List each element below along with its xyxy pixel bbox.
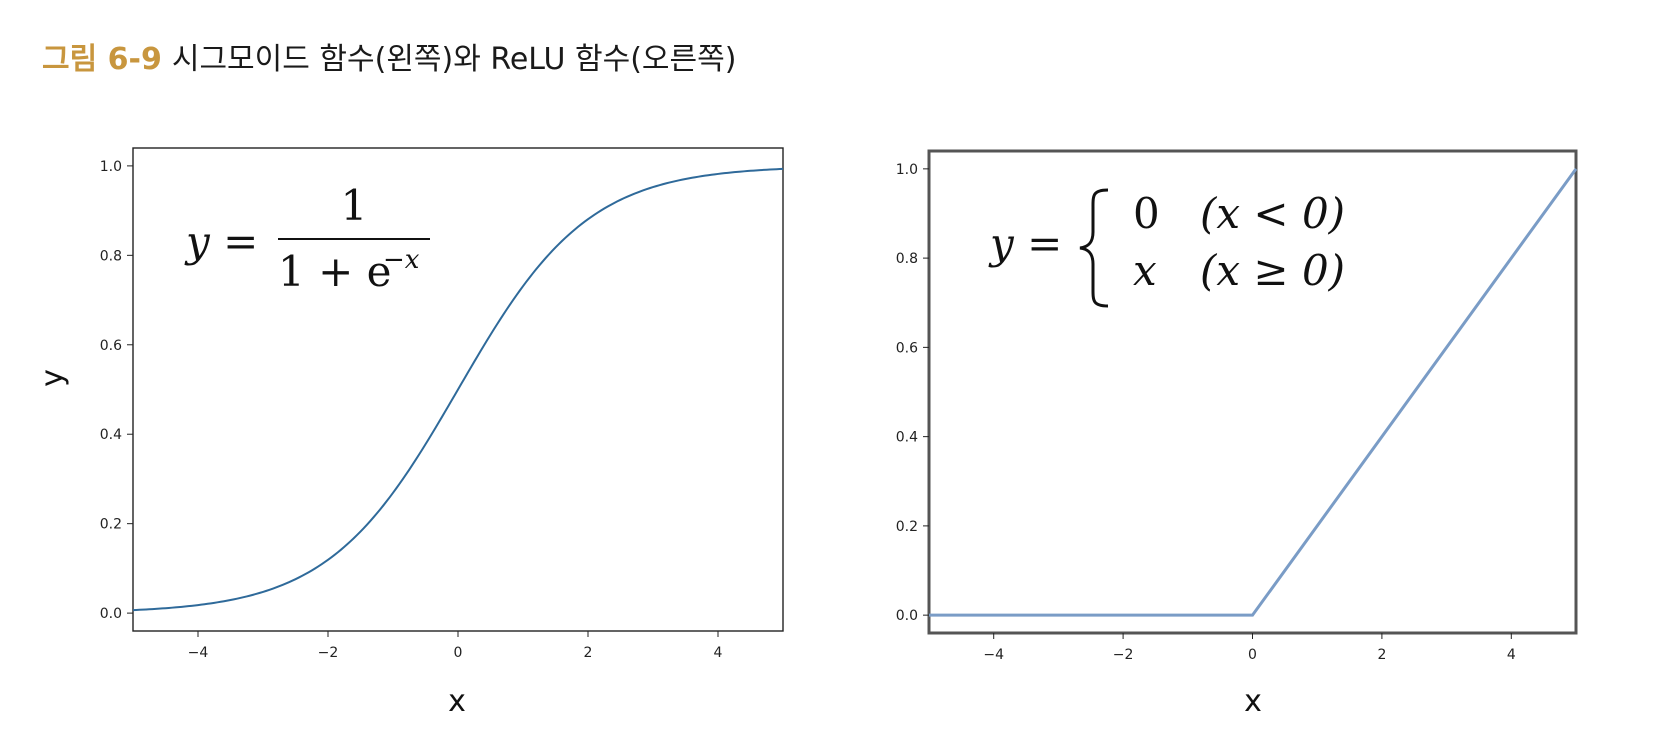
sigmoid-x-tick-label: −4 — [188, 645, 209, 661]
sigmoid-formula-denominator: 1 + e — [278, 247, 391, 296]
relu-y-tick-label: 0.8 — [896, 251, 918, 267]
sigmoid-chart: −4 −2 0 2 4 0.0 0.2 0.4 0.6 0.8 1.0 x y y = 1 1 +… — [35, 147, 784, 719]
sigmoid-y-tick-label: 0.8 — [100, 248, 122, 264]
sigmoid-y-axis-label: y — [35, 369, 70, 387]
relu-formula: y = 0 (x < 0) x (x ≥ 0) — [988, 188, 1345, 308]
sigmoid-x-tick-label: 2 — [584, 645, 593, 661]
relu-x-tick-label: 4 — [1507, 647, 1516, 663]
sigmoid-x-tick-label: −2 — [318, 645, 339, 661]
relu-formula-lhs: y = — [988, 219, 1062, 268]
figure-caption: 그림 6-9 시그모이드 함수(왼쪽)와 ReLU 함수(오른쪽) — [42, 34, 736, 78]
relu-y-tick-label: 1.0 — [896, 162, 918, 178]
relu-y-tick-label: 0.6 — [896, 340, 918, 356]
relu-case1-condition: (x < 0) — [1200, 189, 1345, 238]
sigmoid-y-tick-label: 0.4 — [100, 427, 122, 443]
relu-x-ticks: −4 −2 0 2 4 — [983, 633, 1516, 663]
relu-x-tick-label: 2 — [1377, 647, 1386, 663]
sigmoid-formula-exponent: −x — [383, 245, 420, 275]
sigmoid-x-tick-label: 4 — [714, 645, 723, 661]
relu-case2-value: x — [1133, 246, 1157, 295]
relu-x-tick-label: −4 — [983, 647, 1004, 663]
figure-caption-text: 시그모이드 함수(왼쪽)와 ReLU 함수(오른쪽) — [171, 42, 737, 77]
relu-line — [929, 167, 1578, 617]
sigmoid-y-tick-label: 1.0 — [100, 159, 122, 175]
relu-x-tick-label: −2 — [1113, 647, 1134, 663]
sigmoid-formula-lhs: y = — [184, 217, 258, 266]
relu-case2-condition: (x ≥ 0) — [1200, 246, 1345, 295]
sigmoid-y-tick-label: 0.2 — [100, 517, 122, 533]
sigmoid-x-axis-label: x — [448, 684, 466, 719]
sigmoid-x-ticks: −4 −2 0 2 4 — [188, 631, 723, 661]
relu-x-tick-label: 0 — [1248, 647, 1257, 663]
sigmoid-y-tick-label: 0.6 — [100, 338, 122, 354]
relu-y-tick-label: 0.4 — [896, 430, 918, 446]
sigmoid-y-ticks: 0.0 0.2 0.4 0.6 0.8 1.0 — [100, 159, 133, 622]
relu-formula-brace — [1079, 188, 1109, 308]
sigmoid-y-tick-label: 0.0 — [100, 606, 122, 622]
figure-number: 그림 6-9 — [42, 42, 162, 77]
relu-case1-value: 0 — [1133, 189, 1160, 238]
relu-y-tick-label: 0.2 — [896, 519, 918, 535]
relu-chart: −4 −2 0 2 4 0.0 0.2 0.4 0.6 0.8 1.0 x y = 0 (x < … — [896, 149, 1578, 719]
sigmoid-formula-numerator: 1 — [341, 181, 368, 230]
sigmoid-formula: y = 1 1 + e −x — [184, 181, 430, 296]
relu-y-ticks: 0.0 0.2 0.4 0.6 0.8 1.0 — [896, 162, 929, 624]
relu-x-axis-label: x — [1244, 684, 1262, 719]
sigmoid-x-tick-label: 0 — [454, 645, 463, 661]
relu-y-tick-label: 0.0 — [896, 608, 918, 624]
sigmoid-curve — [132, 167, 784, 612]
